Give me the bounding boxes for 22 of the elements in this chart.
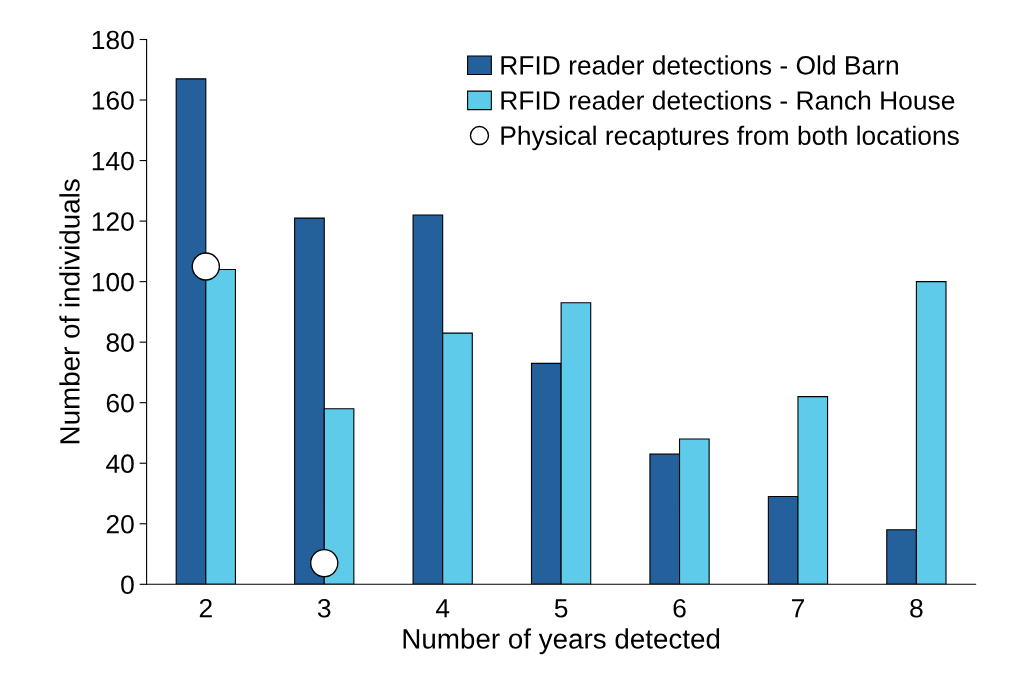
y-tick-label: 180 bbox=[92, 30, 134, 50]
y-tick-label: 20 bbox=[106, 514, 134, 534]
y-tick-label: 40 bbox=[106, 454, 134, 474]
x-tick-label: 2 bbox=[199, 598, 212, 618]
y-axis-title: Number of individuals bbox=[59, 179, 80, 444]
x-tick-label: 4 bbox=[435, 599, 450, 618]
x-tick-label: 3 bbox=[317, 598, 331, 618]
y-tick-label: 0 bbox=[121, 575, 134, 595]
x-tick-label: 7 bbox=[791, 599, 804, 618]
legend-label: RFID reader detections - Old Barn bbox=[501, 55, 898, 75]
legend-label: Physical recaptures from both locations bbox=[501, 125, 959, 151]
x-axis-title: Number of years detected bbox=[403, 628, 720, 655]
legend-label: RFID reader detections - Ranch House bbox=[501, 90, 955, 110]
x-tick-label: 6 bbox=[673, 598, 686, 618]
y-tick-label: 120 bbox=[92, 212, 134, 231]
x-tick-label: 5 bbox=[554, 599, 568, 618]
y-tick-label: 60 bbox=[106, 393, 134, 413]
y-tick-label: 80 bbox=[106, 333, 134, 352]
x-tick-label: 8 bbox=[910, 598, 923, 618]
y-tick-label: 160 bbox=[92, 91, 134, 110]
y-tick-label: 100 bbox=[92, 272, 134, 292]
y-tick-label: 140 bbox=[92, 151, 134, 171]
